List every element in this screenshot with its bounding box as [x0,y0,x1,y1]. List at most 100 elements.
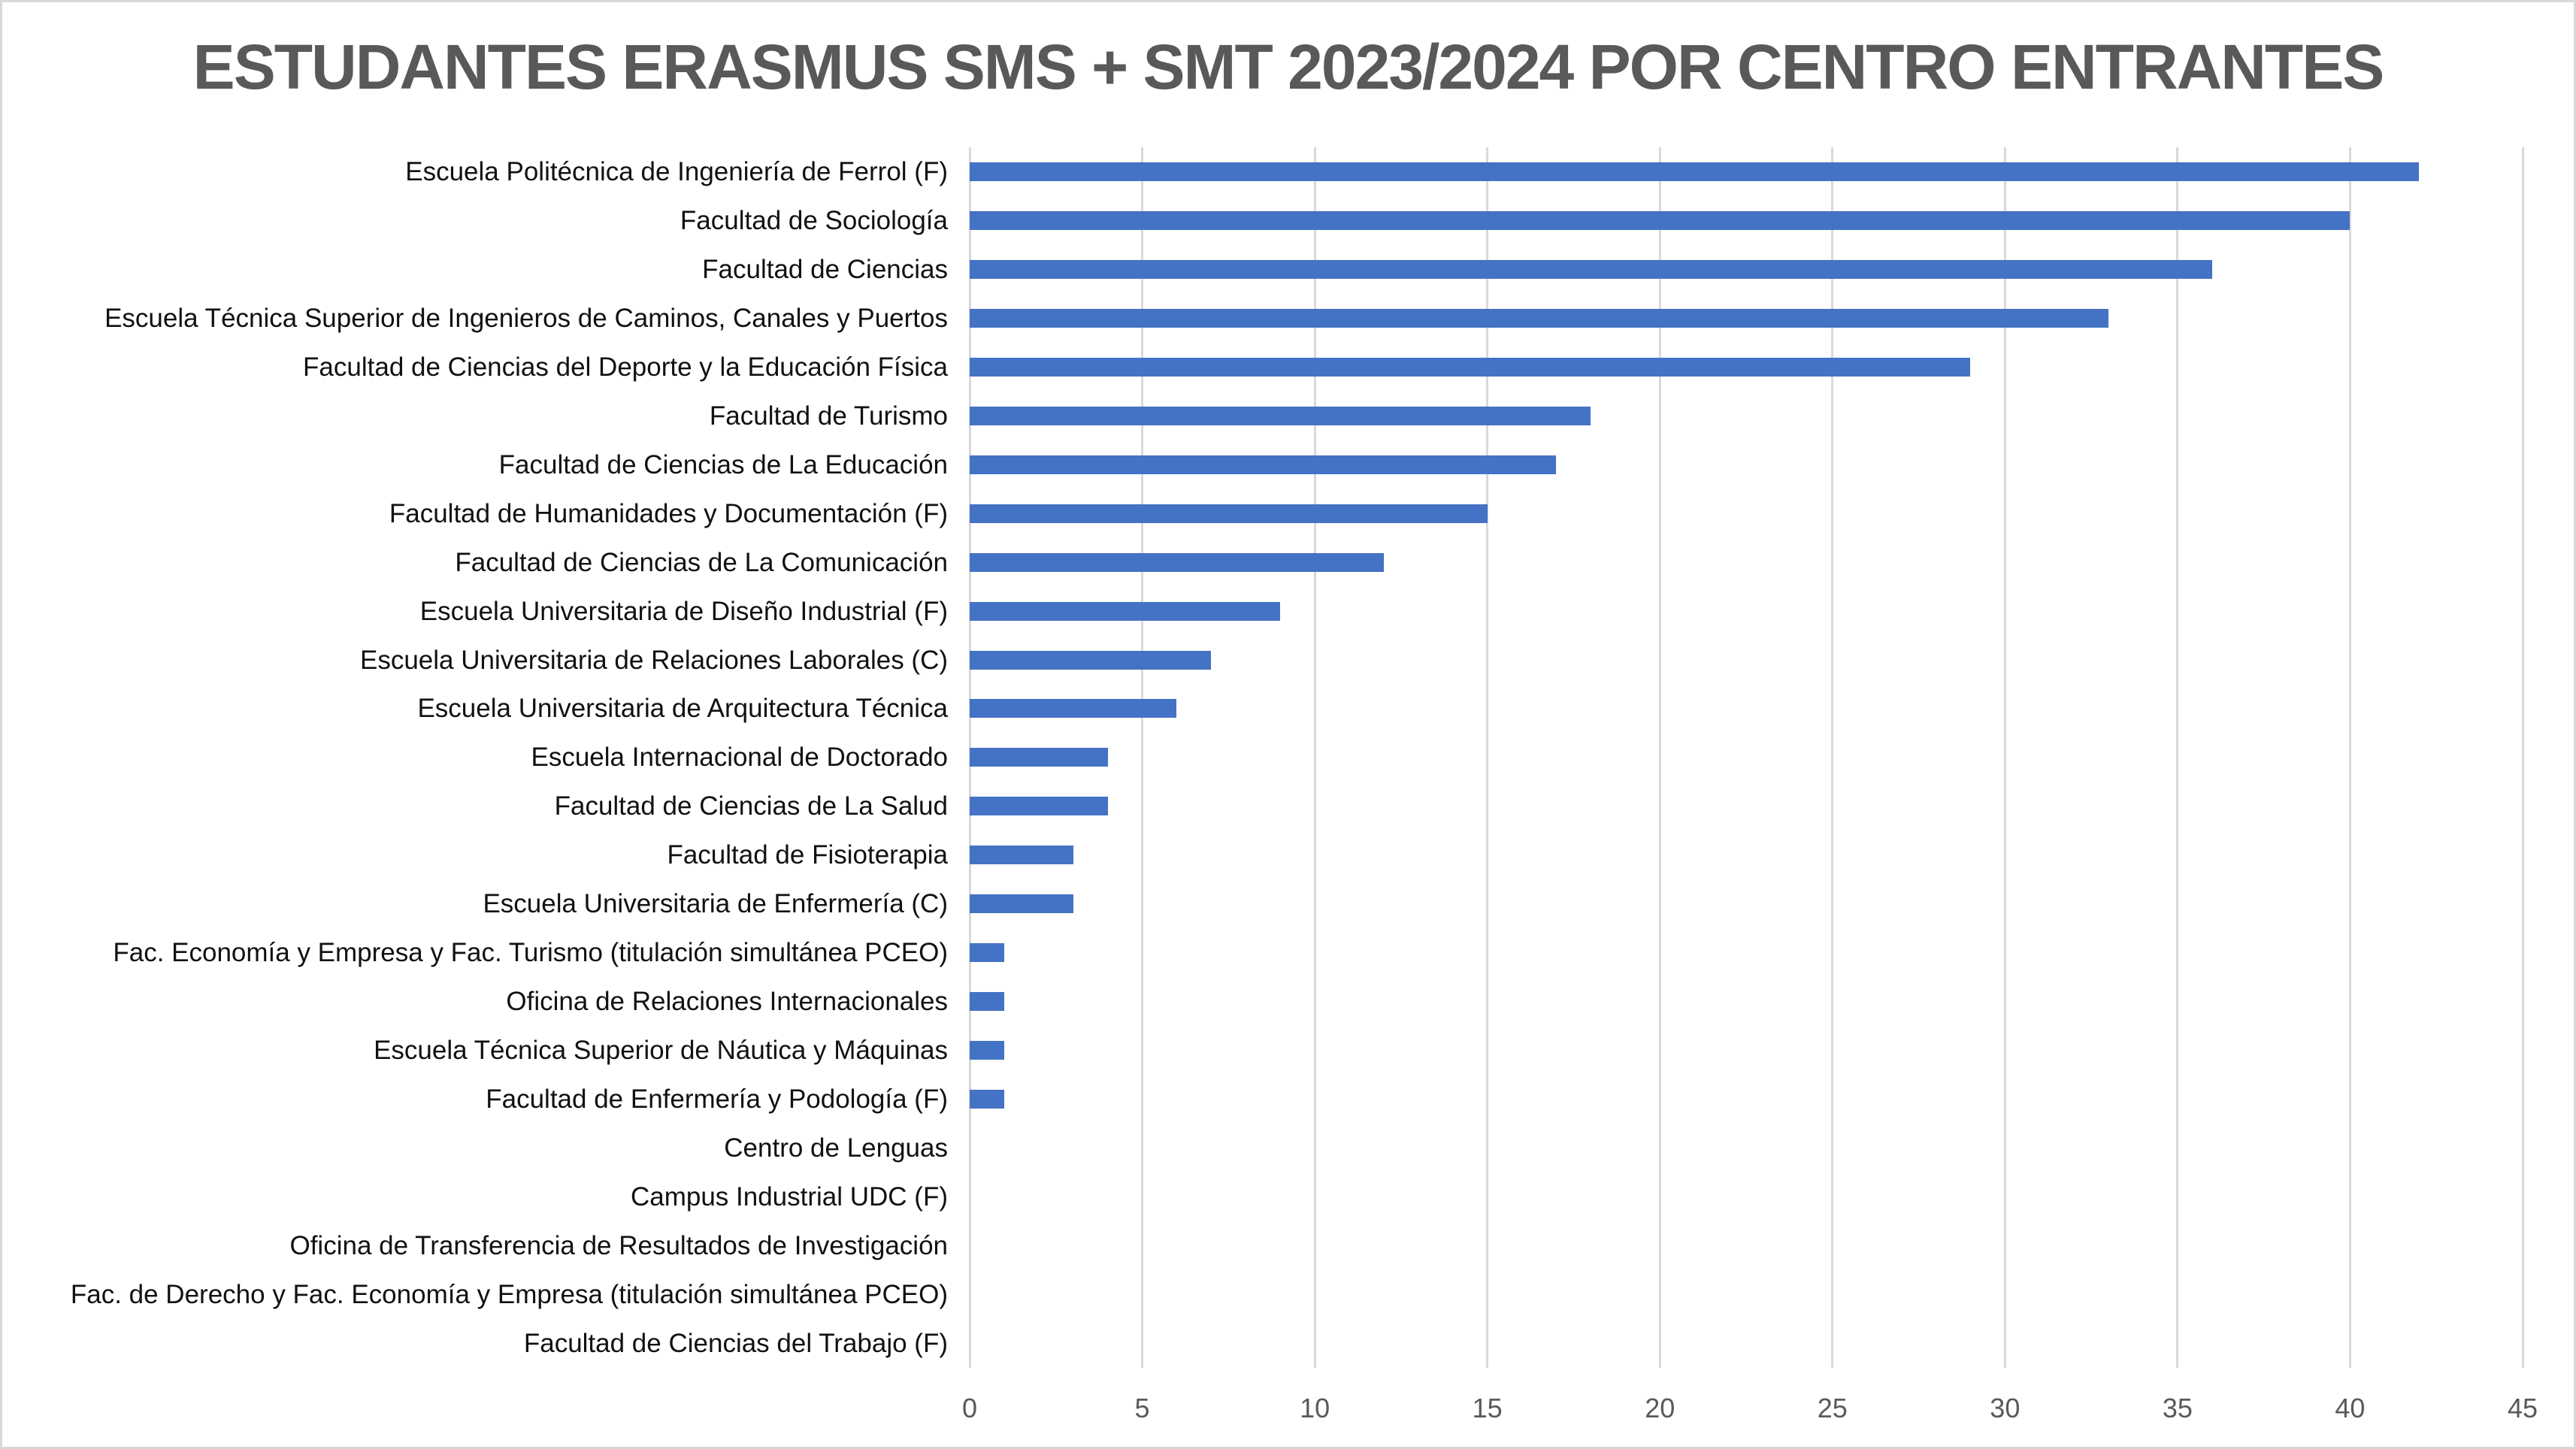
bar [970,797,1108,816]
bar-row: Facultad de Humanidades y Documentación … [2,489,2523,538]
bar [970,699,1177,718]
bar-row: Escuela Universitaria de Enfermería (C) [2,879,2523,928]
bar-row: Oficina de Relaciones Internacionales [2,977,2523,1026]
bar-row: Fac. de Derecho y Fac. Economía y Empres… [2,1270,2523,1319]
bar-row: Centro de Lenguas [2,1124,2523,1172]
category-label: Escuela Técnica Superior de Ingenieros d… [104,303,948,333]
bar-row: Facultad de Ciencias del Trabajo (F) [2,1319,2523,1368]
category-label: Facultad de Sociología [680,205,948,235]
x-axis-tick-label: 5 [1134,1393,1150,1423]
gridline [1486,147,1489,1368]
gridline [1141,147,1144,1368]
bar [970,992,1004,1012]
bar-track [970,1172,2523,1221]
category-label: Facultad de Ciencias de La Educación [498,449,948,479]
gridline [1658,147,1661,1368]
bar-track [970,147,2523,196]
bar-row: Facultad de Ciencias de La Salud [2,782,2523,830]
bar [970,259,2212,279]
category-label: Facultad de Ciencias de La Salud [554,791,948,821]
bar-track [970,489,2523,538]
category-label: Facultad de Fisioterapia [667,840,948,870]
bar-row: Facultad de Sociología [2,196,2523,245]
category-label: Escuela Universitaria de Diseño Industri… [419,596,948,626]
category-label: Fac. de Derecho y Fac. Economía y Empres… [70,1279,948,1309]
category-label: Facultad de Ciencias del Trabajo (F) [523,1328,948,1358]
category-label: Campus Industrial UDC (F) [630,1181,948,1212]
bar-track [970,733,2523,782]
bar-track [970,1124,2523,1172]
bar-row: Campus Industrial UDC (F) [2,1172,2523,1221]
x-axis-tick-label: 20 [1645,1393,1675,1423]
category-label: Facultad de Ciencias de La Comunicación [455,547,948,577]
bar-track [970,1026,2523,1075]
category-label: Facultad de Humanidades y Documentación … [389,498,948,528]
bar-track [970,830,2523,879]
bar-row: Oficina de Transferencia de Resultados d… [2,1221,2523,1270]
bar-track [970,294,2523,343]
bar-track [970,977,2523,1026]
x-axis-tick-labels: 0 5 10 15 20 25 30 35 40 45 [962,1393,2538,1431]
bar-track [970,684,2523,733]
gridline [2003,147,2006,1368]
bar-track [970,1270,2523,1319]
bar [970,748,1108,767]
bar [970,650,1212,670]
x-axis-tick-label: 0 [961,1393,978,1423]
bar-row: Escuela Internacional de Doctorado [2,733,2523,782]
bar [970,357,1971,377]
category-label: Fac. Economía y Empresa y Fac. Turismo (… [113,938,948,968]
bar [970,210,2350,230]
bar [970,552,1384,572]
bar-row: Escuela Politécnica de Ingeniería de Fer… [2,147,2523,196]
bar-row: Facultad de Ciencias [2,245,2523,294]
bar [970,406,1591,425]
bar-track [970,1075,2523,1124]
chart-title: ESTUDANTES ERASMUS SMS + SMT 2023/2024 P… [192,32,2385,102]
bar-track [970,587,2523,636]
bar-row: Escuela Técnica Superior de Ingenieros d… [2,294,2523,343]
x-axis-tick-label: 40 [2335,1393,2366,1423]
bar-row: Fac. Economía y Empresa y Fac. Turismo (… [2,928,2523,977]
bar-row: Escuela Universitaria de Diseño Industri… [2,587,2523,636]
bar [970,846,1073,865]
bar-track [970,1319,2523,1368]
bar-row: Facultad de Fisioterapia [2,830,2523,879]
bar-track [970,928,2523,977]
x-axis-tick-label: 10 [1300,1393,1330,1423]
bar [970,1090,1004,1109]
category-label: Escuela Politécnica de Ingeniería de Fer… [405,156,948,186]
x-axis-tick-label: 35 [2162,1393,2193,1423]
bar-row: Facultad de Ciencias del Deporte y la Ed… [2,343,2523,392]
gridline [2176,147,2179,1368]
x-axis-tick-label: 30 [1990,1393,2021,1423]
x-axis-tick-label: 45 [2507,1393,2538,1423]
bar [970,504,1488,523]
bar-row: Escuela Técnica Superior de Náutica y Má… [2,1026,2523,1075]
bar [970,943,1004,963]
gridline [1831,147,1834,1368]
bar [970,455,1557,474]
bar [970,162,2420,181]
x-axis-tick-label: 25 [1817,1393,1848,1423]
category-label: Facultad de Enfermería y Podología (F) [486,1084,948,1115]
category-label: Escuela Internacional de Doctorado [531,743,948,773]
bar-row: Facultad de Ciencias de La Educación [2,440,2523,489]
bar-track [970,636,2523,685]
gridline [1313,147,1316,1368]
bar-track [970,196,2523,245]
bar [970,601,1281,621]
bar [970,308,2109,328]
bar [970,1041,1004,1060]
bar-row: Escuela Universitaria de Arquitectura Té… [2,684,2523,733]
plot-rows: Escuela Politécnica de Ingeniería de Fer… [2,147,2523,1368]
category-label: Centro de Lenguas [724,1133,948,1163]
bar-track [970,1221,2523,1270]
gridline [2521,147,2524,1368]
bar-track [970,879,2523,928]
bar-track [970,392,2523,440]
category-label: Facultad de Turismo [709,401,948,431]
bar-track [970,538,2523,587]
bar-row: Escuela Universitaria de Relaciones Labo… [2,636,2523,685]
